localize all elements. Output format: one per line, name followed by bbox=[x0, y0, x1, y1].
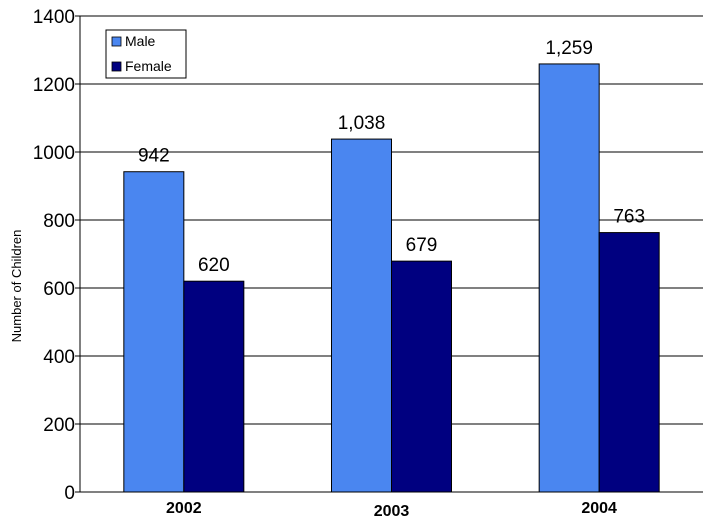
x-tick-label-2003: 2003 bbox=[374, 503, 410, 520]
data-label-female-2004: 763 bbox=[613, 207, 645, 228]
bar-female-2002 bbox=[183, 280, 245, 493]
y-tick-label: 400 bbox=[43, 347, 75, 368]
bars bbox=[123, 63, 660, 493]
data-label-male-2003: 1,038 bbox=[338, 113, 386, 134]
data-label-male-2004: 1,259 bbox=[545, 38, 593, 59]
x-tick-labels: 2002 2003 2004 bbox=[166, 500, 617, 520]
data-label-female-2003: 679 bbox=[406, 235, 438, 256]
bar-male-2004 bbox=[538, 63, 600, 493]
bar-female-2004 bbox=[598, 232, 660, 493]
y-tick-label: 600 bbox=[43, 279, 75, 300]
legend-swatch-male bbox=[111, 36, 122, 47]
bar-female-2003 bbox=[391, 260, 452, 493]
y-tick-label: 200 bbox=[43, 415, 75, 436]
data-label-male-2002: 942 bbox=[138, 146, 170, 167]
y-axis-title: Number of Children bbox=[9, 230, 24, 343]
legend: Male Female bbox=[105, 29, 187, 79]
y-tick-label: 800 bbox=[43, 211, 75, 232]
axes bbox=[79, 16, 703, 493]
y-tick-label: 1400 bbox=[33, 7, 75, 28]
x-tick-label-2002: 2002 bbox=[166, 500, 202, 517]
y-tick-label: 1000 bbox=[33, 143, 75, 164]
y-tick-labels: 0 200 400 600 800 1000 1200 1400 bbox=[33, 7, 75, 504]
y-tick-label: 0 bbox=[64, 483, 75, 504]
x-tick-label-2004: 2004 bbox=[581, 500, 617, 517]
y-tick-label: 1200 bbox=[33, 75, 75, 96]
legend-label-male: Male bbox=[125, 33, 156, 49]
bar-male-2002 bbox=[123, 171, 185, 493]
legend-swatch-female bbox=[111, 61, 122, 72]
legend-label-female: Female bbox=[125, 58, 172, 74]
bar-male-2003 bbox=[331, 138, 392, 493]
data-label-female-2002: 620 bbox=[198, 255, 230, 276]
data-labels: 942 620 1,038 679 1,259 763 bbox=[138, 38, 645, 276]
